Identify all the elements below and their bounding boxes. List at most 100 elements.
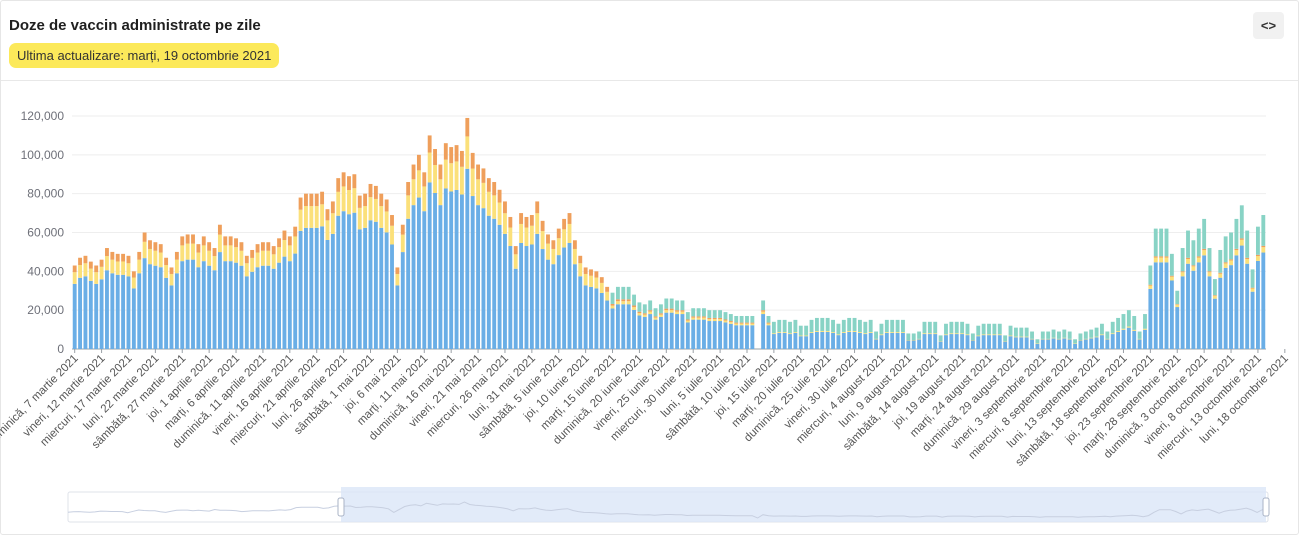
bar-segment bbox=[395, 267, 400, 274]
bar-segment bbox=[551, 240, 556, 249]
bar-segment bbox=[1094, 327, 1099, 337]
bar-segment bbox=[508, 216, 513, 228]
bar-segment bbox=[185, 243, 190, 260]
bar-segment bbox=[185, 259, 190, 349]
bar-segment bbox=[712, 310, 717, 318]
bar-segment bbox=[1212, 295, 1217, 299]
bar-segment bbox=[610, 308, 615, 349]
bar-segment bbox=[814, 317, 819, 331]
bar-segment bbox=[185, 234, 190, 244]
bar-segment bbox=[1186, 230, 1190, 258]
bar-segment bbox=[836, 334, 841, 336]
bar-segment bbox=[1196, 262, 1201, 349]
bar-segment bbox=[626, 301, 631, 305]
bar-segment bbox=[1126, 327, 1131, 349]
bar-segment bbox=[960, 334, 965, 349]
bar-segment bbox=[400, 252, 405, 349]
bar-segment bbox=[583, 273, 588, 286]
bar-segment bbox=[1126, 326, 1131, 328]
bar-segment bbox=[320, 191, 325, 205]
bar-segment bbox=[589, 269, 593, 276]
bar-segment bbox=[911, 333, 916, 340]
bar-segment bbox=[148, 248, 152, 265]
bar-segment bbox=[868, 319, 873, 333]
bar-segment bbox=[1239, 239, 1244, 246]
bar-segment bbox=[406, 182, 411, 196]
bar-segment bbox=[201, 245, 206, 262]
bar-segment bbox=[664, 308, 669, 311]
bar-segment bbox=[1153, 257, 1158, 263]
bar-segment bbox=[1013, 327, 1018, 337]
bar-segment bbox=[1143, 329, 1147, 349]
bar-segment bbox=[562, 229, 567, 248]
bar-segment bbox=[1191, 266, 1196, 271]
bar-segment bbox=[927, 333, 932, 335]
bar-segment bbox=[1202, 218, 1207, 249]
bar-segment bbox=[1137, 331, 1142, 339]
bar-segment bbox=[572, 264, 577, 349]
bar-segment bbox=[1207, 276, 1212, 349]
bar-segment bbox=[422, 211, 427, 349]
bar-segment bbox=[556, 228, 561, 239]
bar-segment bbox=[605, 300, 610, 349]
bar-segment bbox=[567, 223, 572, 243]
bar-segment bbox=[153, 242, 158, 251]
bar-segment bbox=[465, 136, 470, 169]
bar-segment bbox=[99, 259, 104, 267]
bar-segment bbox=[599, 277, 604, 283]
bar-segment bbox=[648, 300, 653, 311]
bar-segment bbox=[1202, 248, 1207, 251]
bar-segment bbox=[1164, 256, 1169, 258]
bar-segment bbox=[142, 232, 147, 242]
bar-segment bbox=[804, 336, 809, 349]
bar-segment bbox=[745, 322, 749, 324]
bar-segment bbox=[906, 339, 911, 341]
bar-segment bbox=[459, 150, 464, 167]
bar-segment bbox=[110, 273, 115, 349]
bar-segment bbox=[766, 323, 771, 326]
zoom-preview-line bbox=[67, 501, 1269, 519]
bar-segment bbox=[180, 236, 185, 246]
bar-segment bbox=[411, 179, 416, 206]
bar-segment bbox=[1261, 215, 1266, 246]
bar-segment bbox=[621, 301, 626, 305]
bar-segment bbox=[718, 310, 723, 318]
bar-segment bbox=[1089, 337, 1094, 339]
bar-segment bbox=[433, 149, 437, 166]
bar-segment bbox=[309, 227, 314, 349]
bar-segment bbox=[1180, 271, 1185, 273]
bar-segment bbox=[1212, 298, 1217, 349]
bar-segment bbox=[131, 277, 136, 289]
bar-segment bbox=[825, 331, 830, 349]
bar-segment bbox=[691, 308, 696, 317]
bar-segment bbox=[987, 335, 991, 349]
bar-segment bbox=[610, 292, 615, 304]
zoom-handle bbox=[1262, 497, 1270, 517]
bar-segment bbox=[1143, 328, 1147, 330]
bar-segment bbox=[373, 221, 378, 349]
bar-segment bbox=[1078, 340, 1083, 349]
bar-segment bbox=[1250, 288, 1255, 292]
bar-segment bbox=[1008, 325, 1013, 336]
bar-segment bbox=[379, 227, 384, 349]
bar-segment bbox=[1191, 240, 1196, 266]
bar-segment bbox=[131, 271, 136, 278]
embed-button[interactable]: <> bbox=[1253, 12, 1284, 39]
bar-segment bbox=[298, 230, 303, 349]
bar-segment bbox=[712, 321, 717, 349]
bar-segment bbox=[1164, 257, 1169, 263]
bar-segment bbox=[1116, 331, 1121, 349]
bar-segment bbox=[282, 230, 287, 241]
bar-segment bbox=[126, 276, 131, 349]
bar-segment bbox=[637, 311, 642, 314]
bar-segment bbox=[793, 332, 798, 349]
bar-segment bbox=[648, 314, 653, 349]
bar-segment bbox=[164, 257, 169, 266]
bar-segment bbox=[997, 323, 1002, 335]
bar-segment bbox=[433, 193, 437, 349]
bar-segment bbox=[1239, 238, 1244, 240]
bar-segment bbox=[906, 333, 911, 340]
bar-segment bbox=[1132, 329, 1137, 331]
bar-segment bbox=[675, 314, 680, 349]
bar-segment bbox=[771, 334, 776, 349]
